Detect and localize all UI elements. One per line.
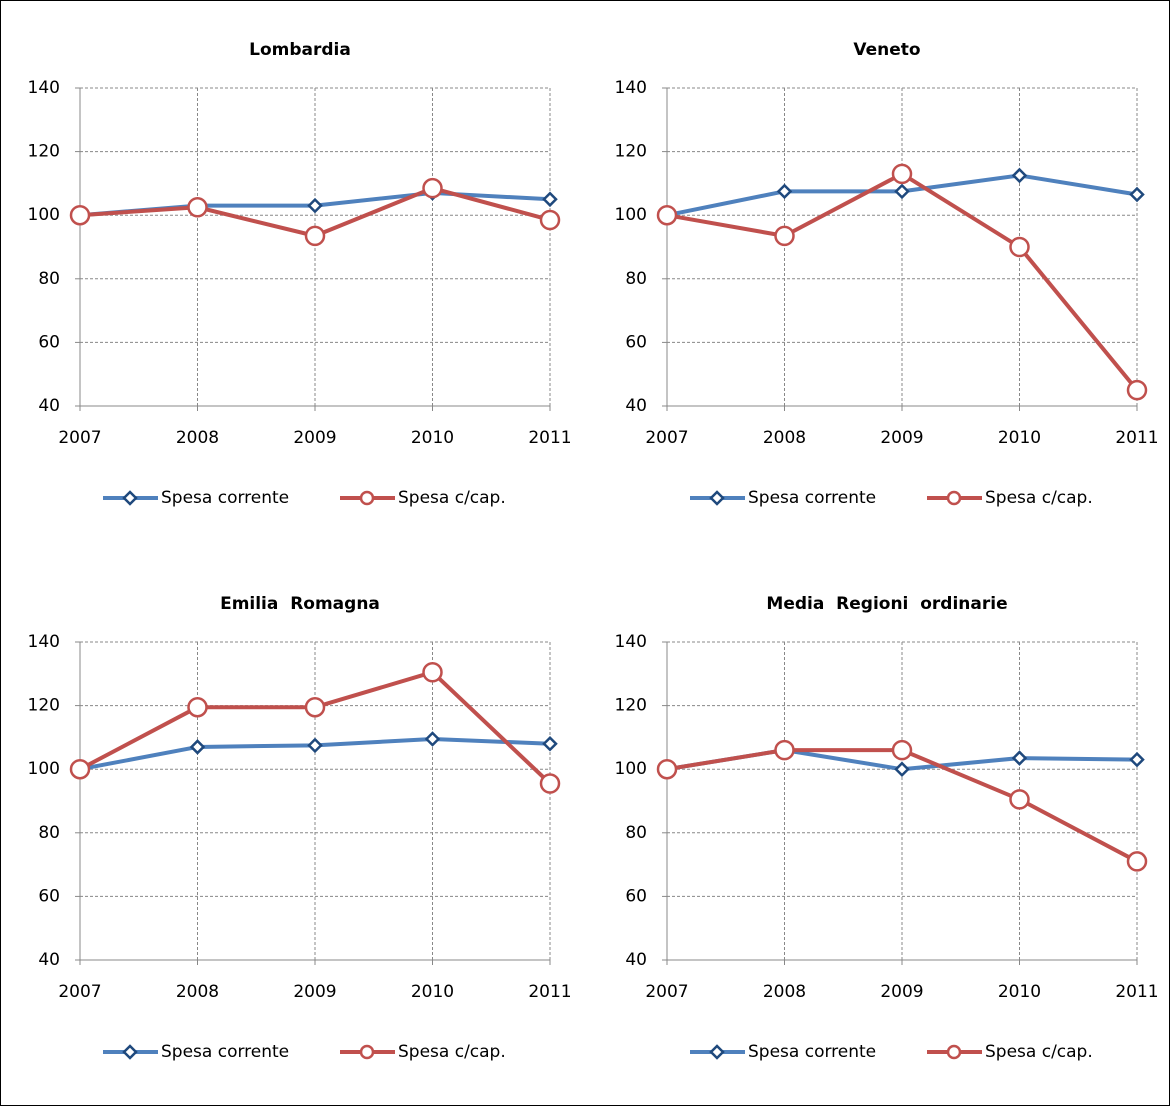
legend-marker [359,490,375,506]
data-point [894,183,910,200]
legend-marker [946,1044,962,1060]
data-point [307,737,323,754]
x-tick-label: 2007 [58,428,101,448]
x-tick-label: 2011 [528,428,571,448]
data-point [656,204,678,226]
legend-marker [946,490,962,506]
data-point [1011,167,1028,184]
y-tick-label: 120 [28,142,60,162]
data-point [539,773,561,794]
y-tick-label: 40 [38,396,60,416]
data-point [891,163,913,185]
x-tick-label: 2009 [293,428,336,448]
chart-title: Lombardia [249,40,351,60]
x-tick-label: 2010 [998,428,1041,448]
y-tick-label: 80 [625,823,647,843]
data-point [69,758,91,780]
data-point [776,183,793,200]
legend-marker [122,490,138,506]
x-tick-label: 2010 [411,982,454,1002]
data-point [1126,851,1148,872]
data-point [304,696,326,718]
y-tick-label: 140 [615,78,647,98]
x-tick-label: 2008 [176,982,219,1002]
data-point [187,696,208,718]
legend-label: Spesa corrente [161,488,289,508]
x-tick-label: 2011 [528,982,571,1002]
data-point [424,731,441,747]
legend-marker [709,1044,725,1060]
y-tick-label: 140 [28,78,60,98]
legend-label: Spesa corrente [161,1042,289,1062]
data-point [1126,379,1148,401]
legend-marker [122,1044,138,1060]
y-tick-label: 40 [625,950,647,970]
x-tick-label: 2007 [645,982,688,1002]
legend-label: Spesa corrente [748,488,876,508]
data-point [542,191,558,208]
chart-title: Veneto [853,40,920,60]
data-point [1011,750,1028,766]
y-tick-label: 80 [625,269,647,289]
legend-label: Spesa corrente [748,1042,876,1062]
x-tick-label: 2007 [645,428,688,448]
legend-label: Spesa c/cap. [985,1042,1093,1062]
legend-label: Spesa c/cap. [985,488,1093,508]
data-point [189,739,206,755]
data-point [774,225,795,247]
data-point [891,739,913,761]
y-tick-label: 100 [615,205,647,225]
y-tick-label: 60 [625,332,647,352]
data-point [307,197,323,214]
data-point [656,758,678,780]
data-point [542,735,558,752]
x-tick-label: 2007 [58,982,101,1002]
y-tick-label: 80 [38,823,60,843]
y-tick-label: 100 [615,759,647,779]
data-point [1129,186,1145,203]
data-point [69,204,91,226]
y-tick-label: 60 [625,886,647,906]
data-point [1009,236,1030,258]
x-tick-label: 2011 [1115,428,1158,448]
y-tick-label: 120 [615,696,647,716]
x-tick-label: 2010 [998,982,1041,1002]
y-tick-label: 80 [38,269,60,289]
legend-label: Spesa c/cap. [398,1042,506,1062]
legend-marker [709,490,725,506]
y-tick-label: 60 [38,332,60,352]
data-point [304,225,326,247]
chart-title: Media Regioni ordinarie [766,594,1007,614]
chart-title: Emilia Romagna [220,594,380,614]
y-tick-label: 40 [38,950,60,970]
data-point [422,177,443,199]
data-point [539,209,561,231]
data-point [894,761,910,777]
data-point [422,661,443,683]
x-tick-label: 2009 [293,982,336,1002]
y-tick-label: 140 [28,632,60,652]
y-tick-label: 120 [28,696,60,716]
data-point [774,739,795,761]
data-point [1009,789,1030,810]
x-tick-label: 2009 [880,982,923,1002]
y-tick-label: 140 [615,632,647,652]
x-tick-label: 2011 [1115,982,1158,1002]
y-tick-label: 100 [28,759,60,779]
x-tick-label: 2008 [763,428,806,448]
x-tick-label: 2008 [763,982,806,1002]
legend-marker [359,1044,375,1060]
x-tick-label: 2009 [880,428,923,448]
y-tick-label: 100 [28,205,60,225]
y-tick-label: 60 [38,886,60,906]
x-tick-label: 2008 [176,428,219,448]
data-point [1129,751,1145,768]
x-tick-label: 2010 [411,428,454,448]
y-tick-label: 120 [615,142,647,162]
data-point [187,197,208,218]
y-tick-label: 40 [625,396,647,416]
legend-label: Spesa c/cap. [398,488,506,508]
